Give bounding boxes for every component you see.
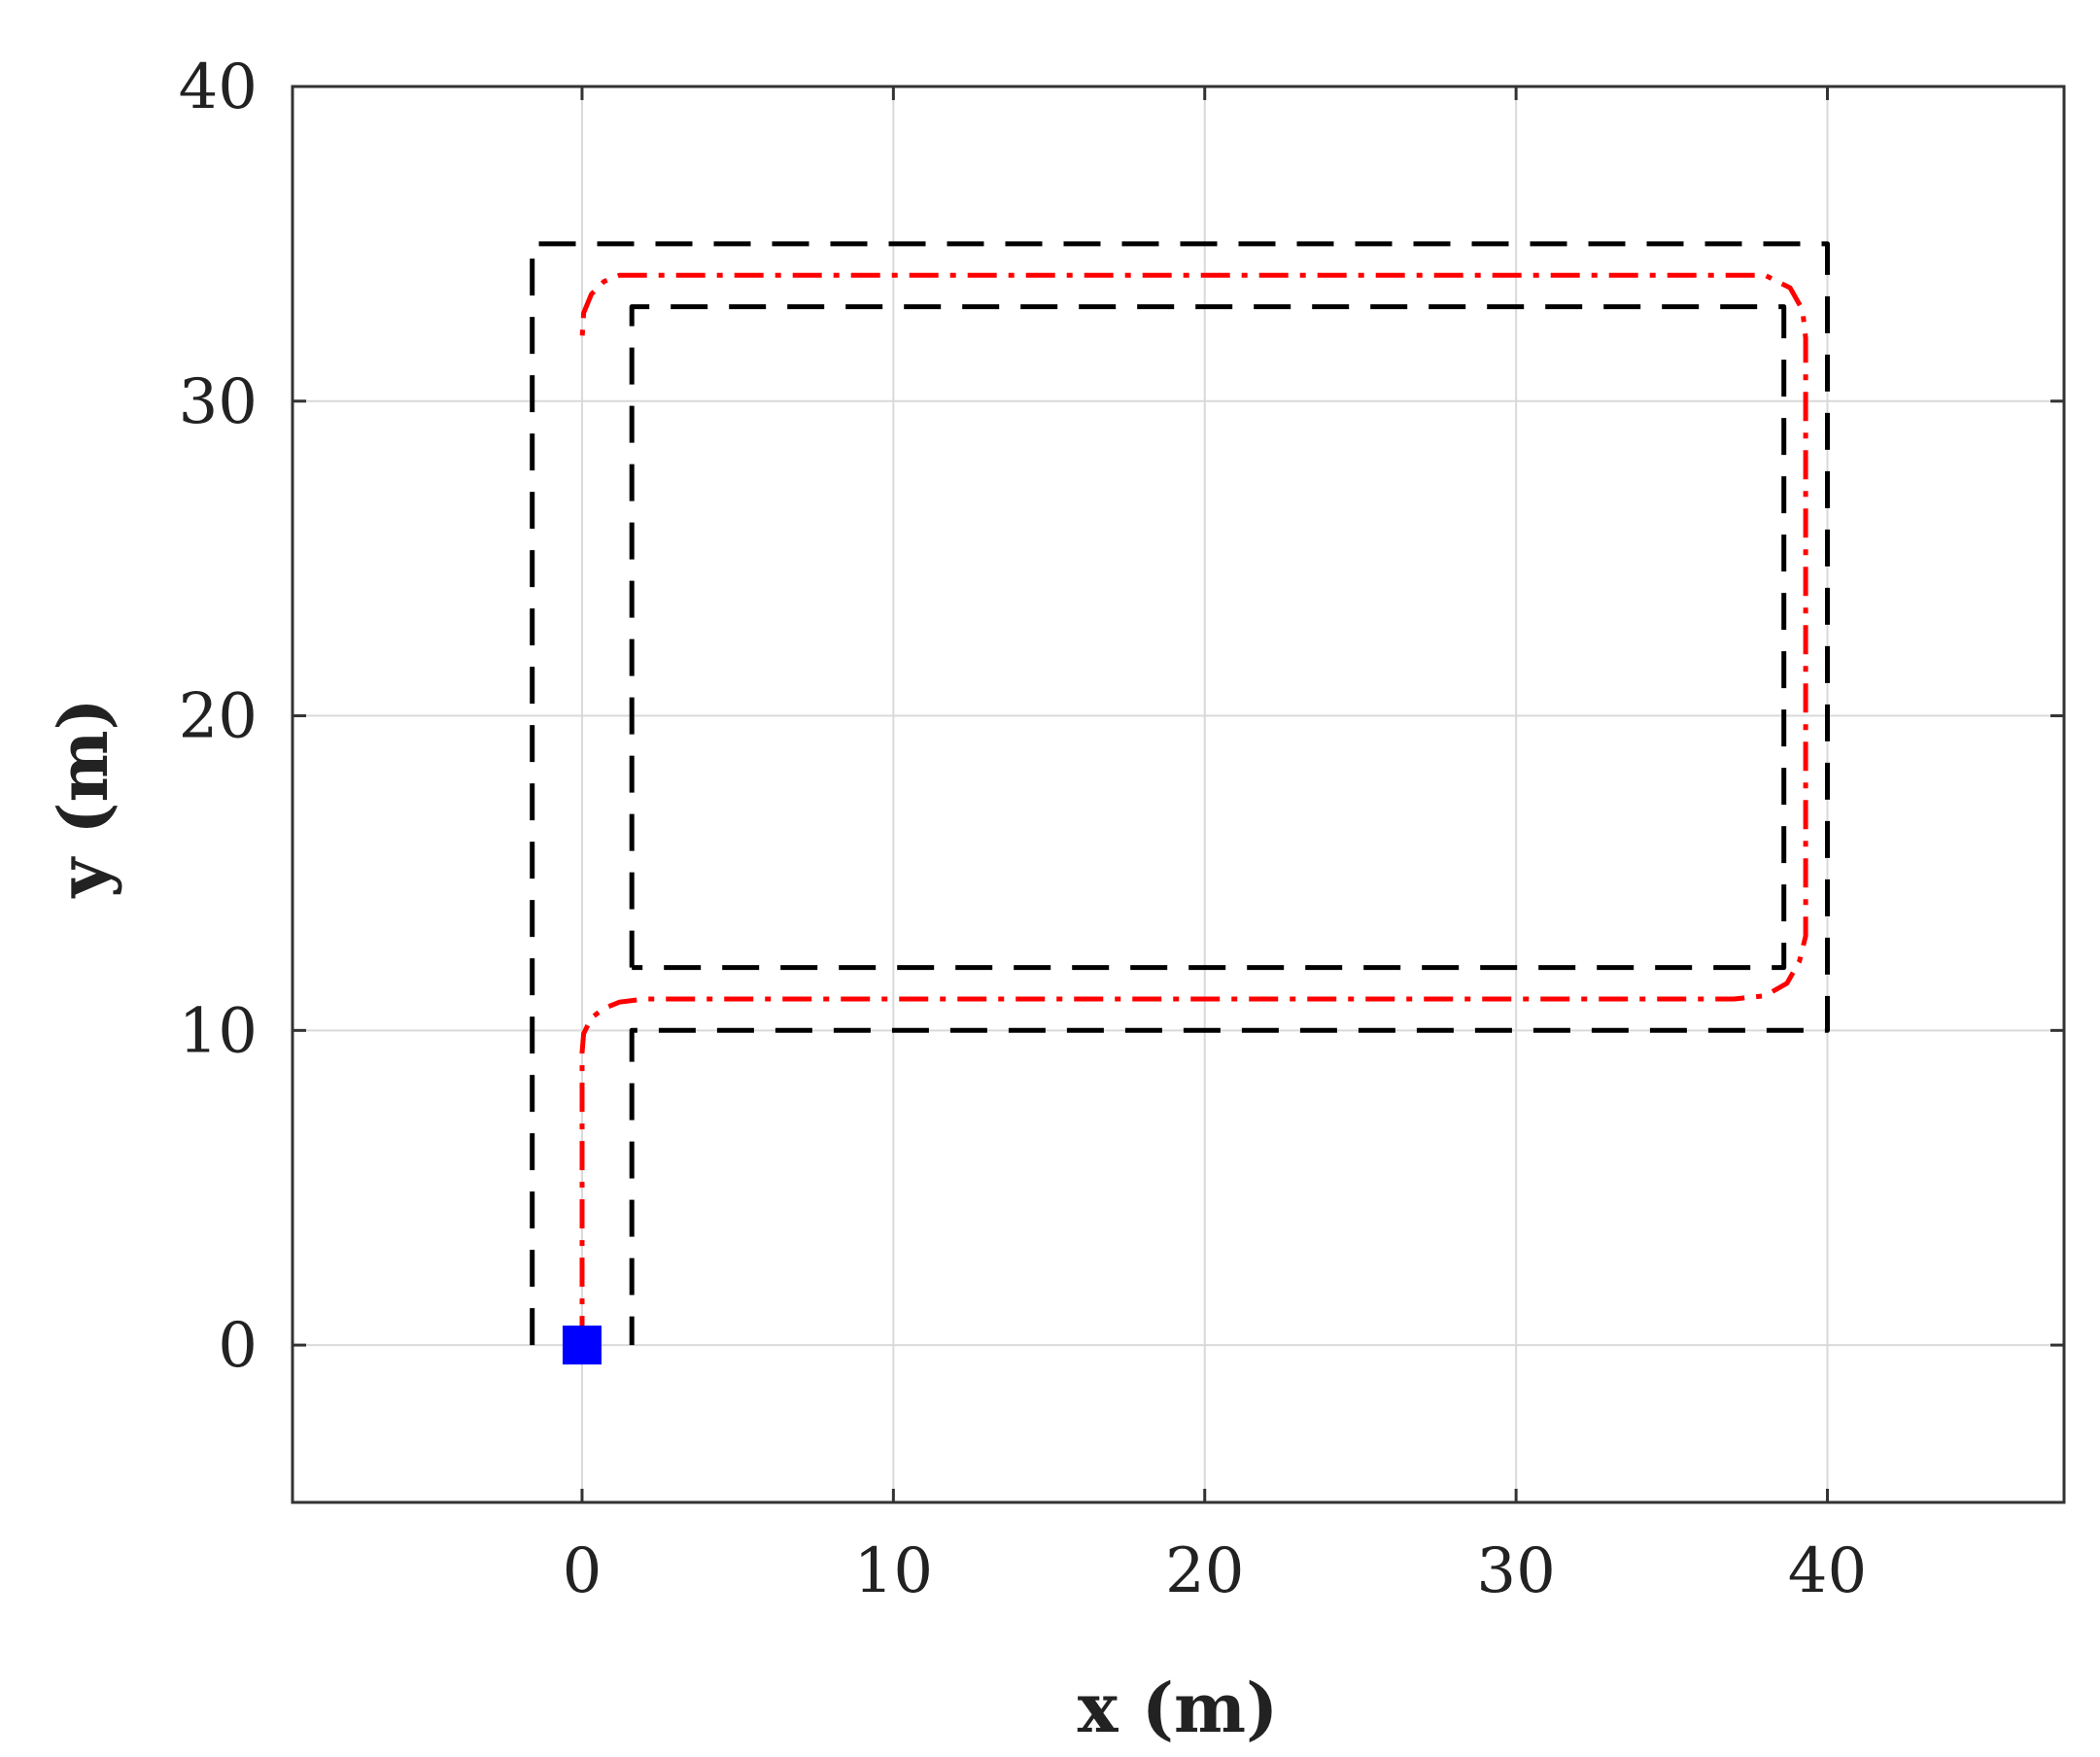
y-tick-label: 30 — [179, 366, 258, 438]
inner-boundary-line — [629, 304, 1787, 971]
x-axis-label: x (m) — [1078, 1668, 1278, 1748]
start-marker — [562, 1326, 602, 1365]
y-tick-label: 0 — [218, 1310, 258, 1382]
y-tick-label: 10 — [179, 995, 258, 1067]
trajectory-line — [579, 272, 1808, 1346]
x-tick-label: 10 — [854, 1535, 933, 1607]
ticks: 0 10 20 30 40 0 10 20 30 40 — [179, 52, 2064, 1607]
x-tick-label: 0 — [563, 1535, 602, 1607]
x-tick-label: 20 — [1165, 1535, 1244, 1607]
x-tick-label: 30 — [1476, 1535, 1555, 1607]
y-tick-label: 40 — [179, 52, 258, 123]
y-tick-label: 20 — [179, 681, 258, 753]
plot-background — [293, 86, 2064, 1502]
x-tick-label: 40 — [1788, 1535, 1867, 1607]
y-axis-label: y (m) — [43, 698, 123, 898]
plot-frame — [291, 85, 2066, 1504]
series-layer — [530, 241, 1830, 1365]
